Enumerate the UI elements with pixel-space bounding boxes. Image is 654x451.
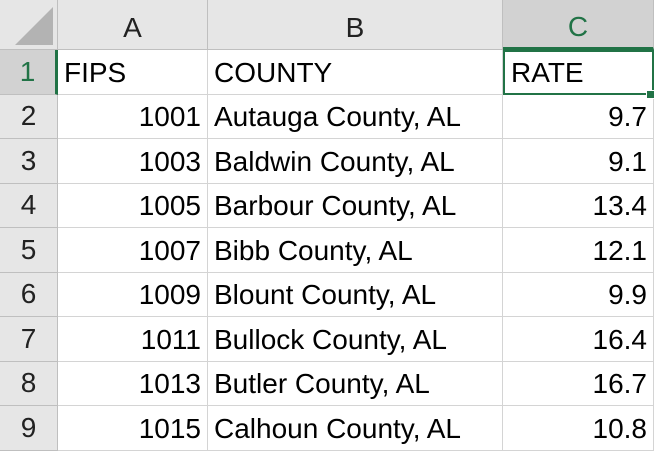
cell-b7[interactable]: Bullock County, AL bbox=[208, 317, 503, 362]
select-all-triangle-icon bbox=[15, 7, 53, 45]
cell-b8[interactable]: Butler County, AL bbox=[208, 361, 503, 406]
row-header-9[interactable]: 9 bbox=[0, 406, 58, 451]
cell-a2[interactable]: 1001 bbox=[58, 94, 208, 139]
cell-a1[interactable]: FIPS bbox=[58, 50, 208, 95]
column-header-c[interactable]: C bbox=[503, 0, 654, 50]
cell-a3[interactable]: 1003 bbox=[58, 139, 208, 184]
column-header-a[interactable]: A bbox=[58, 0, 208, 50]
fill-handle[interactable] bbox=[646, 89, 654, 99]
row-header-7[interactable]: 7 bbox=[0, 317, 58, 362]
cell-c1[interactable]: RATE bbox=[503, 50, 654, 95]
cell-b9[interactable]: Calhoun County, AL bbox=[208, 406, 503, 451]
cell-c3[interactable]: 9.1 bbox=[503, 139, 654, 184]
cell-c5[interactable]: 12.1 bbox=[503, 228, 654, 273]
row-header-8[interactable]: 8 bbox=[0, 361, 58, 406]
cell-a6[interactable]: 1009 bbox=[58, 272, 208, 317]
select-all-button[interactable] bbox=[0, 0, 58, 50]
cell-b4[interactable]: Barbour County, AL bbox=[208, 183, 503, 228]
cell-b1[interactable]: COUNTY bbox=[208, 50, 503, 95]
cell-a8[interactable]: 1013 bbox=[58, 361, 208, 406]
cell-c7[interactable]: 16.4 bbox=[503, 317, 654, 362]
cell-a7[interactable]: 1011 bbox=[58, 317, 208, 362]
cell-a5[interactable]: 1007 bbox=[58, 228, 208, 273]
cell-b5[interactable]: Bibb County, AL bbox=[208, 228, 503, 273]
column-header-b[interactable]: B bbox=[208, 0, 503, 50]
cell-a4[interactable]: 1005 bbox=[58, 183, 208, 228]
cell-a9[interactable]: 1015 bbox=[58, 406, 208, 451]
row-header-1[interactable]: 1 bbox=[0, 50, 58, 95]
cell-c9[interactable]: 10.8 bbox=[503, 406, 654, 451]
cell-c2[interactable]: 9.7 bbox=[503, 94, 654, 139]
row-header-4[interactable]: 4 bbox=[0, 183, 58, 228]
cell-c6[interactable]: 9.9 bbox=[503, 272, 654, 317]
row-header-5[interactable]: 5 bbox=[0, 228, 58, 273]
row-header-3[interactable]: 3 bbox=[0, 139, 58, 184]
cell-b6[interactable]: Blount County, AL bbox=[208, 272, 503, 317]
row-header-2[interactable]: 2 bbox=[0, 94, 58, 139]
row-header-6[interactable]: 6 bbox=[0, 272, 58, 317]
cell-c4[interactable]: 13.4 bbox=[503, 183, 654, 228]
cell-b2[interactable]: Autauga County, AL bbox=[208, 94, 503, 139]
cell-c8[interactable]: 16.7 bbox=[503, 361, 654, 406]
cell-b3[interactable]: Baldwin County, AL bbox=[208, 139, 503, 184]
